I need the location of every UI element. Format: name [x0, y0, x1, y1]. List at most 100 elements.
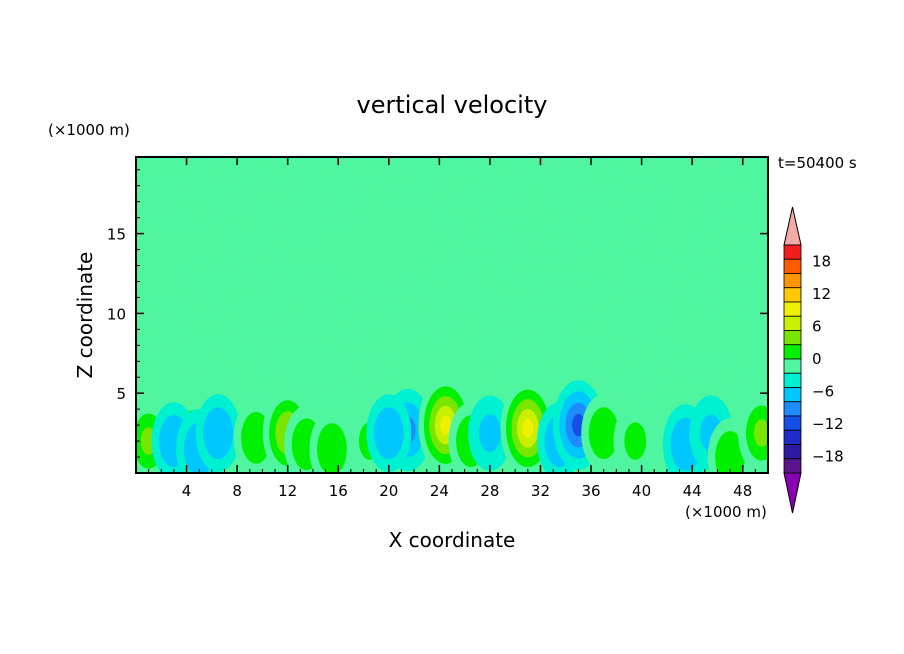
texture-patch — [232, 170, 257, 198]
feature-band — [624, 422, 647, 460]
texture-patch — [678, 359, 729, 376]
colorbar-segment — [783, 287, 802, 303]
texture-patch — [631, 283, 660, 308]
texture-patch — [631, 261, 680, 290]
colorbar-segment — [783, 244, 802, 260]
texture-patch — [244, 201, 292, 227]
texture-patch — [489, 225, 506, 253]
texture-patch — [619, 297, 634, 326]
texture-patch — [275, 323, 307, 342]
x-axis-label: X coordinate — [389, 528, 516, 552]
feature-band — [248, 424, 264, 451]
feature-band — [753, 419, 768, 447]
texture-patch — [305, 205, 354, 220]
texture-patch — [282, 344, 333, 368]
colorbar-segment — [783, 258, 802, 274]
texture-patch — [284, 216, 309, 242]
texture-patch — [167, 374, 193, 403]
x-tick-label: 28 — [480, 482, 499, 500]
texture-patch — [408, 316, 449, 338]
x-tick-label: 36 — [581, 482, 600, 500]
colorbar-segment — [783, 444, 802, 460]
texture-patch — [236, 259, 276, 286]
x-unit-label: (×1000 m) — [685, 503, 767, 521]
texture-patch — [426, 157, 475, 172]
colorbar-label: 6 — [812, 317, 822, 335]
colorbar-segment — [783, 273, 802, 289]
texture-patch — [602, 227, 643, 243]
y-tick-label: 5 — [116, 385, 126, 403]
texture-patch — [157, 324, 195, 351]
texture-patch — [569, 286, 611, 309]
texture-patch — [266, 302, 287, 318]
colorbar-segment — [783, 387, 802, 403]
texture-patch — [730, 286, 759, 303]
field-feature — [366, 394, 412, 472]
texture-patch — [349, 316, 372, 332]
texture-patch — [702, 289, 716, 312]
colorbar-segment — [783, 315, 802, 331]
feature-band — [210, 420, 226, 447]
texture-patch — [400, 281, 439, 296]
colorbar: 18 12 6 0 −6 −12 −18 — [783, 206, 844, 514]
x-tick-label: 24 — [430, 482, 449, 500]
texture-patch — [572, 354, 596, 375]
texture-patch — [429, 293, 461, 315]
texture-patch — [517, 228, 531, 248]
colorbar-label: −6 — [812, 383, 834, 401]
texture-patch — [324, 381, 364, 406]
texture-patch — [255, 174, 300, 189]
texture-patch — [732, 200, 768, 225]
x-tick-label: 40 — [632, 482, 651, 500]
texture-patch — [490, 267, 529, 278]
colorbar-label: −18 — [812, 448, 844, 466]
colorbar-segment — [783, 401, 802, 417]
texture-patch — [185, 375, 238, 393]
texture-patch — [355, 361, 397, 371]
texture-patch — [236, 323, 285, 340]
texture-patch — [601, 182, 628, 201]
feature-band — [522, 418, 534, 438]
y-axis-label: Z coordinate — [73, 252, 97, 379]
field-feature — [309, 410, 355, 473]
texture-patch — [185, 291, 227, 307]
feature-band — [440, 415, 452, 435]
y-tick-label: 10 — [107, 305, 126, 323]
colorbar-label: 12 — [812, 285, 831, 303]
texture-patch — [262, 284, 284, 308]
colorbar-segment — [783, 358, 802, 374]
feature-band — [381, 420, 397, 447]
texture-patch — [705, 201, 732, 229]
feature-band — [596, 420, 612, 447]
field-features — [136, 376, 768, 473]
texture-patch — [458, 182, 479, 193]
texture-patch — [229, 237, 261, 255]
colorbar-label: −12 — [812, 415, 844, 433]
x-tick-label: 32 — [531, 482, 550, 500]
texture-patch — [433, 249, 469, 260]
texture-patch — [563, 236, 587, 248]
chart-title: vertical velocity — [357, 91, 548, 119]
texture-patch — [737, 246, 768, 257]
x-tick-label: 12 — [278, 482, 297, 500]
texture-patch — [556, 169, 599, 184]
colorbar-label: 18 — [812, 252, 831, 270]
texture-patch — [497, 305, 528, 322]
texture-patch — [531, 329, 569, 358]
feature-band — [324, 436, 340, 462]
texture-patch — [490, 174, 520, 201]
texture-patch — [618, 320, 658, 339]
texture-patch — [136, 345, 159, 361]
colorbar-label: 0 — [812, 350, 822, 368]
texture-patch — [624, 189, 663, 214]
texture-patch — [138, 186, 167, 212]
texture-patch — [661, 354, 681, 374]
colorbar-segment — [783, 415, 802, 431]
x-tick-label: 20 — [379, 482, 398, 500]
field-feature — [613, 403, 658, 473]
texture-patch — [178, 157, 223, 173]
texture-patch — [687, 248, 709, 274]
texture-patch — [183, 173, 210, 202]
texture-patch — [441, 196, 486, 211]
